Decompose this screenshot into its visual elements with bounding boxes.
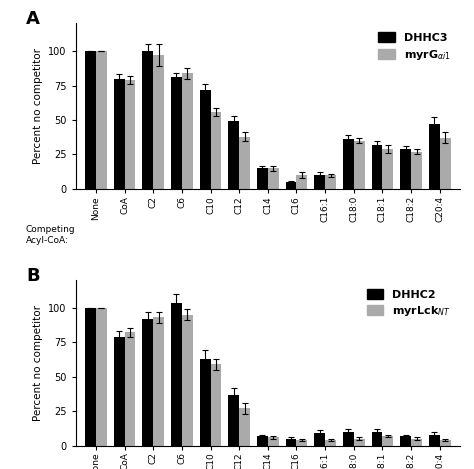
Bar xyxy=(400,436,411,446)
Text: Competing
Acyl-CoA:: Competing Acyl-CoA: xyxy=(26,226,75,245)
Bar xyxy=(85,308,96,446)
Bar xyxy=(257,436,268,446)
Bar xyxy=(228,121,239,189)
Bar xyxy=(210,364,221,446)
Bar xyxy=(285,439,296,446)
Bar xyxy=(228,394,239,446)
Legend: DHHC3, myrG$_{\alpha i1}$: DHHC3, myrG$_{\alpha i1}$ xyxy=(375,29,454,65)
Bar xyxy=(343,432,354,446)
Bar xyxy=(114,79,125,189)
Bar xyxy=(372,432,383,446)
Bar xyxy=(200,359,210,446)
Bar xyxy=(383,149,393,189)
Text: A: A xyxy=(26,10,40,28)
Bar xyxy=(285,182,296,189)
Text: B: B xyxy=(26,267,39,285)
Bar xyxy=(314,175,325,189)
Bar xyxy=(429,434,440,446)
Legend: DHHC2, myrLck$_{NT}$: DHHC2, myrLck$_{NT}$ xyxy=(364,286,454,321)
Bar xyxy=(383,436,393,446)
Bar xyxy=(171,303,182,446)
Bar xyxy=(314,433,325,446)
Bar xyxy=(400,149,411,189)
Bar xyxy=(354,439,365,446)
Bar xyxy=(85,51,96,189)
Bar xyxy=(200,90,210,189)
Bar xyxy=(296,175,307,189)
Bar xyxy=(411,152,422,189)
Bar xyxy=(114,337,125,446)
Bar xyxy=(142,318,153,446)
Bar xyxy=(96,51,107,189)
Bar xyxy=(210,112,221,189)
Bar xyxy=(239,136,250,189)
Bar xyxy=(372,145,383,189)
Bar xyxy=(153,55,164,189)
Bar xyxy=(354,141,365,189)
Bar xyxy=(125,333,136,446)
Bar xyxy=(125,80,136,189)
Bar xyxy=(153,317,164,446)
Y-axis label: Percent no competitor: Percent no competitor xyxy=(33,48,43,164)
Bar xyxy=(268,437,279,446)
Bar xyxy=(440,138,451,189)
Y-axis label: Percent no competitor: Percent no competitor xyxy=(33,305,43,421)
Bar xyxy=(182,315,193,446)
Bar xyxy=(239,408,250,446)
Bar xyxy=(96,308,107,446)
Bar xyxy=(182,73,193,189)
Bar xyxy=(325,440,336,446)
Bar xyxy=(171,77,182,189)
Bar xyxy=(268,168,279,189)
Bar xyxy=(411,439,422,446)
Bar xyxy=(142,51,153,189)
Bar xyxy=(343,139,354,189)
Bar xyxy=(296,440,307,446)
Bar xyxy=(257,168,268,189)
Bar xyxy=(440,440,451,446)
Bar xyxy=(325,175,336,189)
Bar xyxy=(429,124,440,189)
